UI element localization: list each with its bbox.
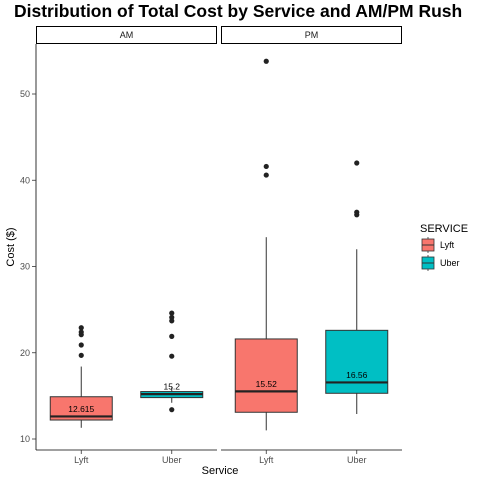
legend-item-uber: Uber xyxy=(421,255,460,271)
strip-box xyxy=(36,26,217,44)
box-uber: 16.56 xyxy=(325,160,389,414)
y-tick-label: 40 xyxy=(20,175,30,185)
outlier-point xyxy=(78,325,84,331)
box-lyft: 15.52 xyxy=(234,58,298,431)
x-tick-label: Lyft xyxy=(74,455,89,465)
outlier-point xyxy=(169,407,175,413)
outlier-point xyxy=(263,58,269,64)
iqr-box xyxy=(234,338,298,413)
strip-box xyxy=(221,26,402,44)
x-axis-title: Service xyxy=(202,465,239,477)
x-tick-label: Uber xyxy=(162,455,182,465)
outlier-point xyxy=(263,172,269,178)
outlier-point xyxy=(169,310,175,316)
median-label: 12.615 xyxy=(68,404,94,414)
y-axis: 10 20 30 40 50 xyxy=(20,44,37,450)
facet-panel-pm: PM 15.52 16.56 xyxy=(221,26,402,431)
iqr-box xyxy=(325,329,389,394)
iqr-box xyxy=(49,396,113,421)
outlier-point xyxy=(78,329,84,335)
outlier-point xyxy=(78,342,84,348)
outlier-point xyxy=(169,314,175,320)
y-tick-label: 50 xyxy=(20,89,30,99)
facet-panel-am: AM 12.615 15.2 xyxy=(36,26,217,428)
median-label: 15.52 xyxy=(256,379,278,389)
outlier-point xyxy=(78,352,84,358)
facet-panels: AM 12.615 15.2 PM 15.52 16.56 xyxy=(36,26,402,431)
y-axis-title: Cost ($) xyxy=(5,227,17,266)
y-tick-label: 30 xyxy=(20,262,30,272)
chart-title: Distribution of Total Cost by Service an… xyxy=(14,1,462,21)
strip-label: PM xyxy=(305,30,319,40)
box-lyft: 12.615 xyxy=(49,325,113,428)
legend-label: Uber xyxy=(440,258,460,268)
x-tick-label: Uber xyxy=(347,455,367,465)
box-uber: 15.2 xyxy=(140,310,204,413)
x-tick-label: Lyft xyxy=(259,455,274,465)
x-axis: Lyft Uber Lyft Uber xyxy=(36,449,402,465)
outlier-point xyxy=(169,333,175,339)
median-label: 15.2 xyxy=(163,382,180,392)
legend-label: Lyft xyxy=(440,240,455,250)
strip-label: AM xyxy=(120,30,134,40)
outlier-point xyxy=(263,163,269,170)
outlier-point xyxy=(354,209,360,215)
y-tick-label: 10 xyxy=(20,434,30,444)
outlier-point xyxy=(354,160,360,166)
legend: SERVICE Lyft Uber xyxy=(420,223,468,271)
legend-item-lyft: Lyft xyxy=(421,237,455,253)
y-tick-label: 20 xyxy=(20,348,30,358)
median-label: 16.56 xyxy=(346,370,368,380)
legend-title: SERVICE xyxy=(420,223,468,235)
outlier-point xyxy=(169,353,175,359)
